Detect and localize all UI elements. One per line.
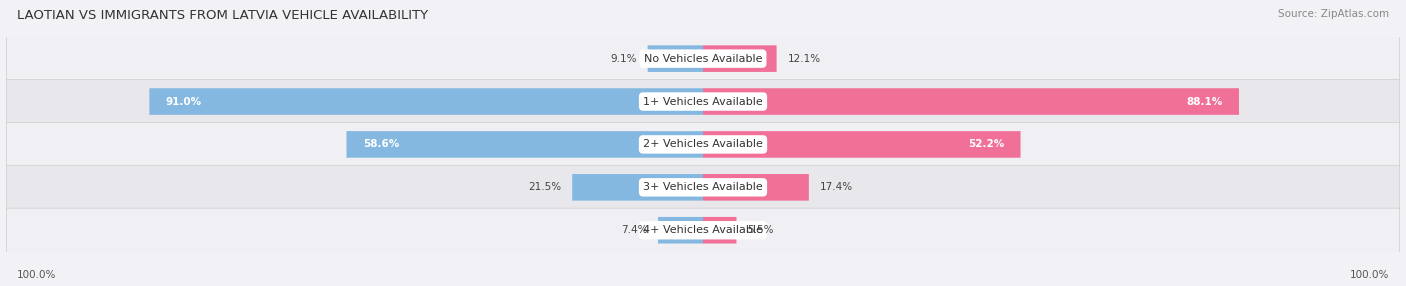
Text: No Vehicles Available: No Vehicles Available [644,54,762,63]
Text: 100.0%: 100.0% [1350,270,1389,280]
FancyBboxPatch shape [703,45,776,72]
FancyBboxPatch shape [703,217,737,243]
FancyBboxPatch shape [572,174,703,201]
FancyBboxPatch shape [658,217,703,243]
Text: 21.5%: 21.5% [529,182,561,192]
Text: 58.6%: 58.6% [363,140,399,149]
FancyBboxPatch shape [703,131,1021,158]
FancyBboxPatch shape [346,131,703,158]
Text: 52.2%: 52.2% [969,140,1004,149]
Text: 91.0%: 91.0% [166,97,201,106]
Text: 88.1%: 88.1% [1187,97,1223,106]
FancyBboxPatch shape [703,88,1239,115]
FancyBboxPatch shape [149,88,703,115]
Text: 17.4%: 17.4% [820,182,853,192]
FancyBboxPatch shape [7,165,1399,209]
FancyBboxPatch shape [703,174,808,201]
Text: LAOTIAN VS IMMIGRANTS FROM LATVIA VEHICLE AVAILABILITY: LAOTIAN VS IMMIGRANTS FROM LATVIA VEHICL… [17,9,427,21]
Text: 7.4%: 7.4% [620,225,647,235]
FancyBboxPatch shape [7,208,1399,252]
FancyBboxPatch shape [7,80,1399,124]
Text: 9.1%: 9.1% [610,54,637,63]
FancyBboxPatch shape [7,122,1399,166]
Text: 5.5%: 5.5% [747,225,773,235]
Text: 12.1%: 12.1% [787,54,821,63]
Text: 3+ Vehicles Available: 3+ Vehicles Available [643,182,763,192]
FancyBboxPatch shape [648,45,703,72]
Text: 100.0%: 100.0% [17,270,56,280]
Text: Source: ZipAtlas.com: Source: ZipAtlas.com [1278,9,1389,19]
FancyBboxPatch shape [7,37,1399,81]
Text: 2+ Vehicles Available: 2+ Vehicles Available [643,140,763,149]
Text: 4+ Vehicles Available: 4+ Vehicles Available [643,225,763,235]
Text: 1+ Vehicles Available: 1+ Vehicles Available [643,97,763,106]
